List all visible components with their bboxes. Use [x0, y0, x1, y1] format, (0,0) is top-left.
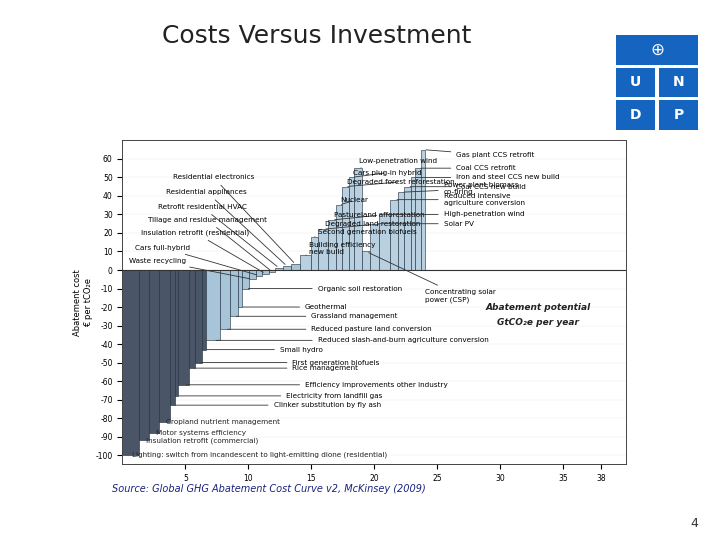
- Bar: [421, 150, 426, 270]
- Bar: [283, 266, 291, 270]
- Text: Cropland nutrient management: Cropland nutrient management: [166, 419, 281, 425]
- Bar: [269, 270, 276, 272]
- Bar: [122, 270, 139, 455]
- Text: U: U: [630, 76, 641, 89]
- Bar: [175, 270, 178, 396]
- Text: Low-penetration wind: Low-penetration wind: [359, 158, 438, 168]
- Text: Small hydro: Small hydro: [207, 347, 323, 353]
- Bar: [178, 270, 189, 385]
- Bar: [195, 270, 202, 362]
- Text: Cars full-hybrid: Cars full-hybrid: [135, 245, 256, 275]
- Bar: [230, 270, 238, 316]
- Bar: [256, 270, 262, 275]
- Bar: [312, 237, 318, 270]
- Text: Lighting: switch from incandescent to light-emitting dione (residential): Lighting: switch from incandescent to li…: [132, 452, 387, 458]
- Text: First generation biofuels: First generation biofuels: [201, 360, 380, 366]
- Text: Tillage and residue management: Tillage and residue management: [148, 217, 270, 270]
- Bar: [171, 270, 175, 405]
- Text: Abatement potential: Abatement potential: [485, 303, 591, 312]
- FancyBboxPatch shape: [659, 100, 698, 130]
- FancyBboxPatch shape: [659, 68, 698, 97]
- Bar: [390, 200, 398, 270]
- FancyBboxPatch shape: [616, 68, 655, 97]
- Bar: [379, 214, 390, 270]
- Text: Source: Global GHG Abatement Cost Curve v2, McKinsey (2009): Source: Global GHG Abatement Cost Curve …: [112, 484, 426, 494]
- Text: Concentrating solar
power (CSP): Concentrating solar power (CSP): [369, 253, 495, 302]
- Text: Residential appliances: Residential appliances: [166, 189, 285, 265]
- Text: Coal CCS new build: Coal CCS new build: [410, 184, 526, 190]
- Text: Grassland management: Grassland management: [236, 313, 398, 319]
- Text: Gas plant CCS retrofit: Gas plant CCS retrofit: [426, 150, 535, 158]
- Text: Efficiency improvements other industry: Efficiency improvements other industry: [186, 382, 448, 388]
- Text: Building efficiency
new build: Building efficiency new build: [306, 242, 375, 255]
- Text: 4: 4: [690, 517, 698, 530]
- Text: Cars plug-in hybrid: Cars plug-in hybrid: [353, 170, 422, 177]
- Bar: [291, 265, 300, 270]
- Text: Retrofit residential HVAC: Retrofit residential HVAC: [158, 204, 277, 266]
- Bar: [149, 270, 159, 433]
- Bar: [362, 252, 370, 270]
- Text: Second generation biofuels: Second generation biofuels: [315, 229, 416, 237]
- Text: Solar PV: Solar PV: [377, 221, 474, 227]
- Text: Reduced slash-and-burn agriculture conversion: Reduced slash-and-burn agriculture conve…: [216, 338, 488, 343]
- Bar: [242, 270, 249, 288]
- Text: Degraded forest reforestation: Degraded forest reforestation: [347, 179, 454, 186]
- Bar: [370, 224, 379, 270]
- Text: Electricity from landfill gas: Electricity from landfill gas: [179, 393, 382, 399]
- Bar: [262, 270, 269, 274]
- Text: Pastureland afforestation: Pastureland afforestation: [334, 212, 425, 220]
- Text: Insulation retrofit (residential): Insulation retrofit (residential): [141, 230, 264, 272]
- Bar: [415, 168, 421, 270]
- Text: Motor systems efficiency: Motor systems efficiency: [156, 430, 246, 436]
- FancyBboxPatch shape: [616, 100, 655, 130]
- Text: Residential electronics: Residential electronics: [173, 174, 294, 262]
- Text: Degraded land restoration: Degraded land restoration: [325, 221, 420, 229]
- Text: Nuclear: Nuclear: [341, 197, 369, 204]
- Bar: [276, 268, 283, 270]
- Text: Costs Versus Investment: Costs Versus Investment: [162, 24, 472, 48]
- Text: Reduced pasture land conversion: Reduced pasture land conversion: [228, 326, 432, 332]
- Text: Clinker substitution by fly ash: Clinker substitution by fly ash: [175, 402, 381, 408]
- Bar: [189, 270, 195, 368]
- Text: P: P: [673, 108, 684, 122]
- Bar: [220, 270, 230, 329]
- Text: Organic soil restoration: Organic soil restoration: [248, 286, 402, 292]
- Bar: [411, 178, 415, 270]
- Bar: [404, 187, 411, 270]
- Text: Reduced intensive
agriculture conversion: Reduced intensive agriculture conversion: [397, 193, 525, 206]
- Text: N: N: [672, 76, 685, 89]
- Bar: [318, 230, 328, 270]
- Text: ⊕: ⊕: [650, 41, 664, 59]
- Bar: [159, 270, 171, 422]
- Text: D: D: [630, 108, 641, 122]
- Bar: [354, 168, 362, 270]
- Text: Waste recycling: Waste recycling: [129, 258, 250, 279]
- Text: GtCO₂e per year: GtCO₂e per year: [498, 318, 579, 327]
- Text: Rice management: Rice management: [194, 365, 359, 371]
- Bar: [238, 270, 242, 307]
- FancyBboxPatch shape: [616, 35, 698, 65]
- Text: Geothermal: Geothermal: [243, 304, 348, 310]
- Bar: [348, 178, 354, 270]
- Bar: [139, 270, 149, 440]
- Text: High-penetration wind: High-penetration wind: [387, 212, 524, 218]
- Bar: [249, 270, 256, 279]
- Text: Coal CCS retrofit: Coal CCS retrofit: [421, 165, 516, 171]
- Bar: [328, 220, 336, 270]
- Bar: [341, 187, 348, 270]
- Bar: [336, 205, 342, 270]
- Y-axis label: Abatement cost
€ per tCO₂e: Abatement cost € per tCO₂e: [73, 269, 93, 336]
- Bar: [398, 192, 404, 270]
- Bar: [206, 270, 220, 340]
- Bar: [300, 255, 312, 270]
- Text: Iron and steel CCS new build: Iron and steel CCS new build: [416, 174, 560, 180]
- Bar: [202, 270, 206, 349]
- Text: Insulation retrofit (commercial): Insulation retrofit (commercial): [145, 437, 258, 443]
- Text: Power plant biomass
co-firing: Power plant biomass co-firing: [404, 182, 518, 195]
